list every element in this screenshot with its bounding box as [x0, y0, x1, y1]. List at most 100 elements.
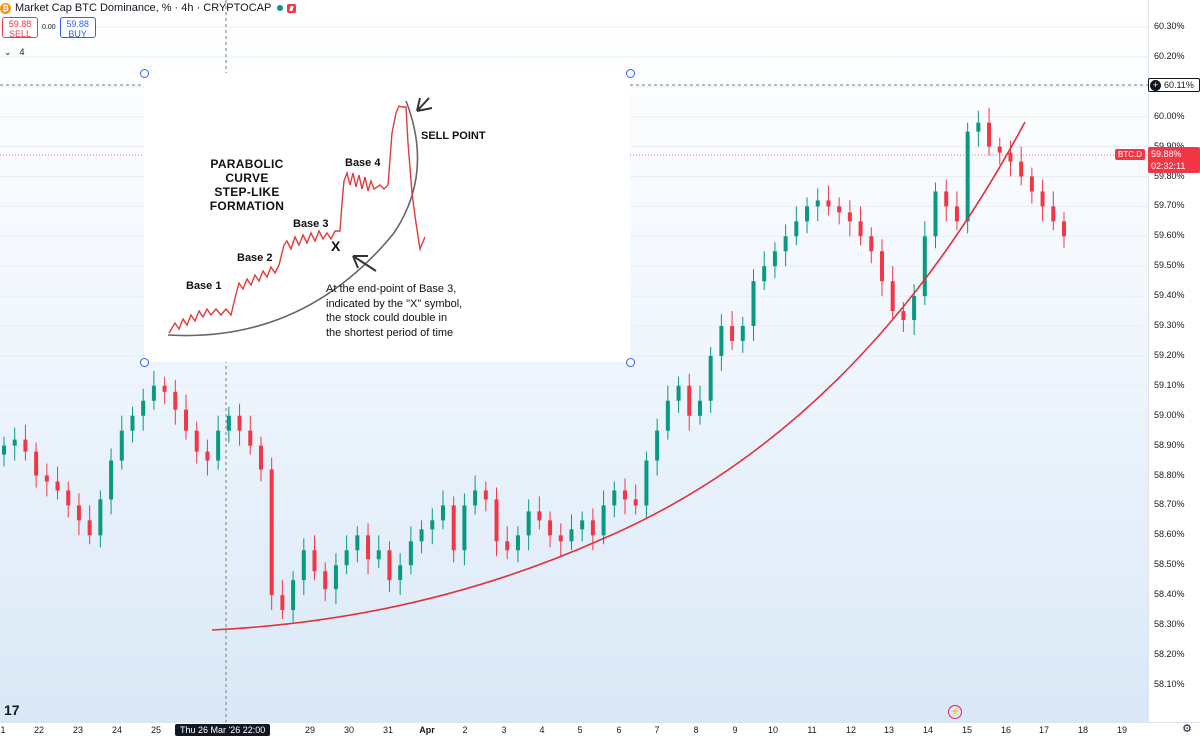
alert-flag-icon[interactable] [287, 3, 297, 13]
last-price-label: 59.88% 02:32:11 [1148, 147, 1200, 173]
price-tick: 60.20% [1154, 50, 1185, 61]
time-tick: 25 [150, 725, 162, 735]
candle-body [205, 451, 210, 461]
candle-body [184, 409, 189, 431]
x-mark: X [331, 238, 341, 254]
candle-body [590, 520, 595, 536]
candle-body [2, 445, 6, 455]
candle-body [301, 550, 306, 581]
candle-body [730, 326, 735, 341]
candle-body [526, 511, 531, 536]
candle-body [473, 490, 478, 506]
time-tick: 2 [462, 725, 468, 735]
candle-body [869, 236, 874, 252]
buy-label: BUY [68, 29, 87, 39]
candle-body [826, 200, 831, 207]
time-tick: 23 [72, 725, 84, 735]
candle-body [505, 541, 510, 551]
candle-body [644, 460, 649, 506]
candle-body [1019, 161, 1024, 177]
price-tick: 59.60% [1154, 230, 1185, 241]
pattern-illustration [167, 97, 433, 337]
candle-body [408, 541, 413, 566]
time-tick: 12 [845, 725, 857, 735]
candle-body [387, 550, 392, 581]
candle-body [312, 550, 317, 572]
price-tick: 58.50% [1154, 559, 1185, 570]
price-scale[interactable]: 60.30%60.20%60.10%60.00%59.90%59.80%59.7… [1148, 0, 1200, 722]
parabolic-curve-line [211, 121, 1026, 631]
candle-body [1029, 176, 1034, 192]
time-tick: 6 [616, 725, 622, 735]
time-tick: 18 [1077, 725, 1089, 735]
gear-icon[interactable]: ⚙ [1182, 723, 1192, 735]
candle-body [537, 511, 542, 521]
price-tick: 59.70% [1154, 200, 1185, 211]
base2-label: Base 2 [237, 252, 273, 264]
price-tick: 58.40% [1154, 589, 1185, 600]
parabolic-curve-image[interactable]: PARABOLIC CURVE STEP-LIKE FORMATION Base… [144, 73, 630, 362]
candle-body [248, 430, 253, 446]
symbol-header: ₿ Market Cap BTC Dominance, % · 4h · CRY… [0, 0, 297, 16]
candle-body [655, 430, 660, 461]
price-tick: 59.90% [1154, 140, 1185, 151]
time-tick: 9 [732, 725, 738, 735]
candle-body [344, 550, 349, 566]
candle-body [76, 505, 81, 521]
candle-body [119, 430, 124, 461]
buy-button[interactable]: 59.88 BUY [59, 17, 96, 39]
add-alert-icon[interactable]: + [1150, 79, 1161, 91]
candle-body [740, 326, 745, 341]
sell-arrow-icon [416, 97, 433, 112]
resize-handle-top-left[interactable] [140, 69, 149, 78]
note-line1: At the end-point of Base 3, [326, 283, 457, 295]
candle-body [548, 520, 553, 536]
time-tick: 8 [693, 725, 699, 735]
candle-body [55, 481, 60, 491]
time-tick: 10 [767, 725, 779, 735]
candle-body [87, 520, 92, 536]
price-tick: 59.80% [1154, 170, 1185, 181]
resize-handle-bottom-right[interactable] [626, 358, 635, 367]
sell-button[interactable]: 59.88 SELL [2, 17, 38, 39]
price-tick: 58.70% [1154, 499, 1185, 510]
x-arrow-icon [352, 255, 377, 272]
resize-handle-top-right[interactable] [626, 69, 635, 78]
time-tick: 4 [539, 725, 545, 735]
buy-price: 59.88 [66, 19, 89, 29]
time-tick: 22 [33, 725, 45, 735]
price-tick: 58.30% [1154, 619, 1185, 629]
candle-body [933, 191, 938, 237]
candle-body [1008, 152, 1013, 162]
candle-body [783, 236, 788, 252]
time-scale[interactable]: 1 22 23 24 25 29 30 31 Apr 2 3 4 5 6 7 8 9 10 11 12 13 14 15 16… [0, 722, 1200, 736]
tradingview-logo[interactable]: 17 [4, 702, 20, 718]
candle-body [483, 490, 488, 500]
candle-body [858, 221, 863, 237]
candle-body [805, 206, 810, 222]
time-tick: 11 [807, 725, 817, 735]
time-tick: 5 [577, 725, 583, 735]
resize-handle-bottom-left[interactable] [140, 358, 149, 367]
price-tick: 59.10% [1154, 379, 1185, 390]
candle-body [430, 520, 435, 530]
candle-body [355, 535, 360, 551]
time-tick: 16 [1000, 725, 1012, 735]
crosshair-date-label: Thu 26 Mar '26 22:00 [175, 724, 271, 736]
candle-body [130, 415, 135, 431]
candle-body [901, 311, 906, 321]
last-price-value: 59.88% [1151, 149, 1182, 159]
illustration-price-path [168, 105, 426, 334]
price-tick: 58.20% [1154, 648, 1185, 659]
lightning-icon[interactable]: ⚡ [948, 705, 962, 719]
symbol-title[interactable]: Market Cap BTC Dominance, % · 4h · CRYPT… [15, 2, 272, 14]
candle-body [719, 326, 724, 356]
candle-body [162, 385, 167, 392]
candle-body [366, 535, 371, 560]
chart-canvas[interactable]: PARABOLIC CURVE STEP-LIKE FORMATION Base… [0, 0, 1148, 722]
spread-value: 0.00 [42, 24, 56, 31]
candle-body [601, 505, 606, 536]
indicator-toggle[interactable]: ⌄ 4 [4, 47, 25, 58]
candle-body [912, 296, 917, 321]
candle-body [751, 281, 756, 326]
